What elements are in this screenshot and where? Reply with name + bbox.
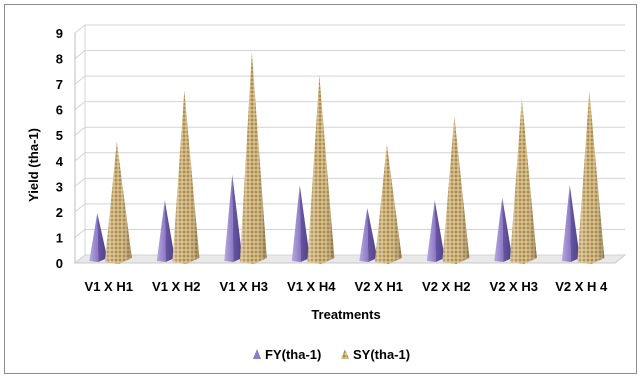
sy-cone-shading bbox=[509, 98, 537, 264]
sy-cone bbox=[509, 98, 537, 264]
sy-cone-shading bbox=[577, 90, 605, 264]
x-tick-label: V2 X H3 bbox=[490, 279, 538, 294]
sy-cone bbox=[307, 75, 335, 264]
y-tick-label: 6 bbox=[56, 103, 63, 118]
fy-cone-face-left bbox=[561, 184, 571, 262]
sy-cone bbox=[577, 90, 605, 264]
plot-back-wall bbox=[85, 25, 625, 255]
marks-layer bbox=[89, 52, 605, 264]
legend-item: SY(tha-1) bbox=[341, 347, 410, 362]
fy-cone-face-left bbox=[224, 174, 234, 262]
sy-cone-shading bbox=[442, 115, 470, 264]
fy-cone-face-left bbox=[291, 184, 301, 262]
sy-cone bbox=[104, 141, 132, 264]
sy-cone bbox=[442, 115, 470, 264]
x-tick-label: V2 X H2 bbox=[422, 279, 470, 294]
fy-cone-face-right bbox=[367, 207, 378, 262]
sy-cone-shading bbox=[104, 141, 132, 264]
fy-cone-face-right bbox=[434, 200, 445, 262]
fy-cone bbox=[89, 213, 108, 262]
y-tick-label: 3 bbox=[56, 179, 63, 194]
fy-cone-face-right bbox=[97, 213, 108, 262]
legend-label: SY(tha-1) bbox=[353, 347, 410, 362]
x-tick-label: V1 X H3 bbox=[220, 279, 268, 294]
y-tick-label: 9 bbox=[56, 26, 63, 41]
y-tick-label: 2 bbox=[56, 205, 63, 220]
sy-cone-shading bbox=[307, 75, 335, 264]
fy-cone-face-right bbox=[502, 197, 513, 262]
y-tick-label: 7 bbox=[56, 77, 63, 92]
fy-cone-face-right bbox=[164, 200, 175, 262]
legend-label: FY(tha-1) bbox=[265, 347, 321, 362]
sy-cone bbox=[374, 144, 402, 264]
fy-cone bbox=[291, 184, 310, 262]
x-tick-label: V1 X H2 bbox=[152, 279, 200, 294]
fy-cone-face-right bbox=[569, 184, 580, 262]
axes-layer: 0 1 2 3 4 5 6 7 8 9 V1 X H1 V1 X H2 V1 X H3 V1 X H4 V2… bbox=[56, 24, 627, 294]
y-tick-label: 5 bbox=[56, 128, 63, 143]
fy-cone-face-left bbox=[359, 207, 369, 262]
y-tick-label: 4 bbox=[56, 154, 64, 169]
fy-cone-face-left bbox=[156, 200, 166, 262]
sy-cone bbox=[172, 90, 200, 264]
sy-cone-shading bbox=[374, 144, 402, 264]
fy-cone bbox=[494, 197, 513, 262]
y-tick-label: 8 bbox=[56, 52, 63, 67]
fy-cone-face-left bbox=[426, 200, 436, 262]
fy-cone bbox=[156, 200, 175, 262]
fy-cone bbox=[561, 184, 580, 262]
fy-cone-face-left bbox=[89, 213, 99, 262]
legend-item: FY(tha-1) bbox=[253, 347, 321, 362]
sy-cone-shading bbox=[239, 52, 267, 264]
x-axis-title: Treatments bbox=[311, 307, 380, 322]
x-tick-label: V2 X H 4 bbox=[555, 279, 608, 294]
legend: FY(tha-1) SY(tha-1) bbox=[253, 347, 410, 362]
fy-cone bbox=[426, 200, 445, 262]
chart-frame: 0 1 2 3 4 5 6 7 8 9 V1 X H1 V1 X H2 V1 X H3 V1 X H4 V2… bbox=[4, 4, 637, 374]
sy-cone bbox=[239, 52, 267, 264]
fy-cone-face-left bbox=[494, 197, 504, 262]
x-tick-label: V1 X H1 bbox=[85, 279, 133, 294]
y-tick-label: 0 bbox=[56, 256, 63, 271]
fy-cone bbox=[224, 174, 243, 262]
fy-cone-face-right bbox=[299, 184, 310, 262]
chart-svg: 0 1 2 3 4 5 6 7 8 9 V1 X H1 V1 X H2 V1 X H3 V1 X H4 V2… bbox=[26, 24, 627, 362]
sy-cone-shading bbox=[172, 90, 200, 264]
y-axis-title: Yield (tha-1) bbox=[26, 128, 41, 202]
fy-cone bbox=[359, 207, 378, 262]
legend-swatch-fy bbox=[253, 349, 261, 359]
x-tick-label: V1 X H4 bbox=[287, 279, 336, 294]
legend-swatch-sy bbox=[341, 349, 349, 359]
x-tick-label: V2 X H1 bbox=[355, 279, 403, 294]
y-tick-label: 1 bbox=[56, 230, 63, 245]
fy-cone-face-right bbox=[232, 174, 243, 262]
